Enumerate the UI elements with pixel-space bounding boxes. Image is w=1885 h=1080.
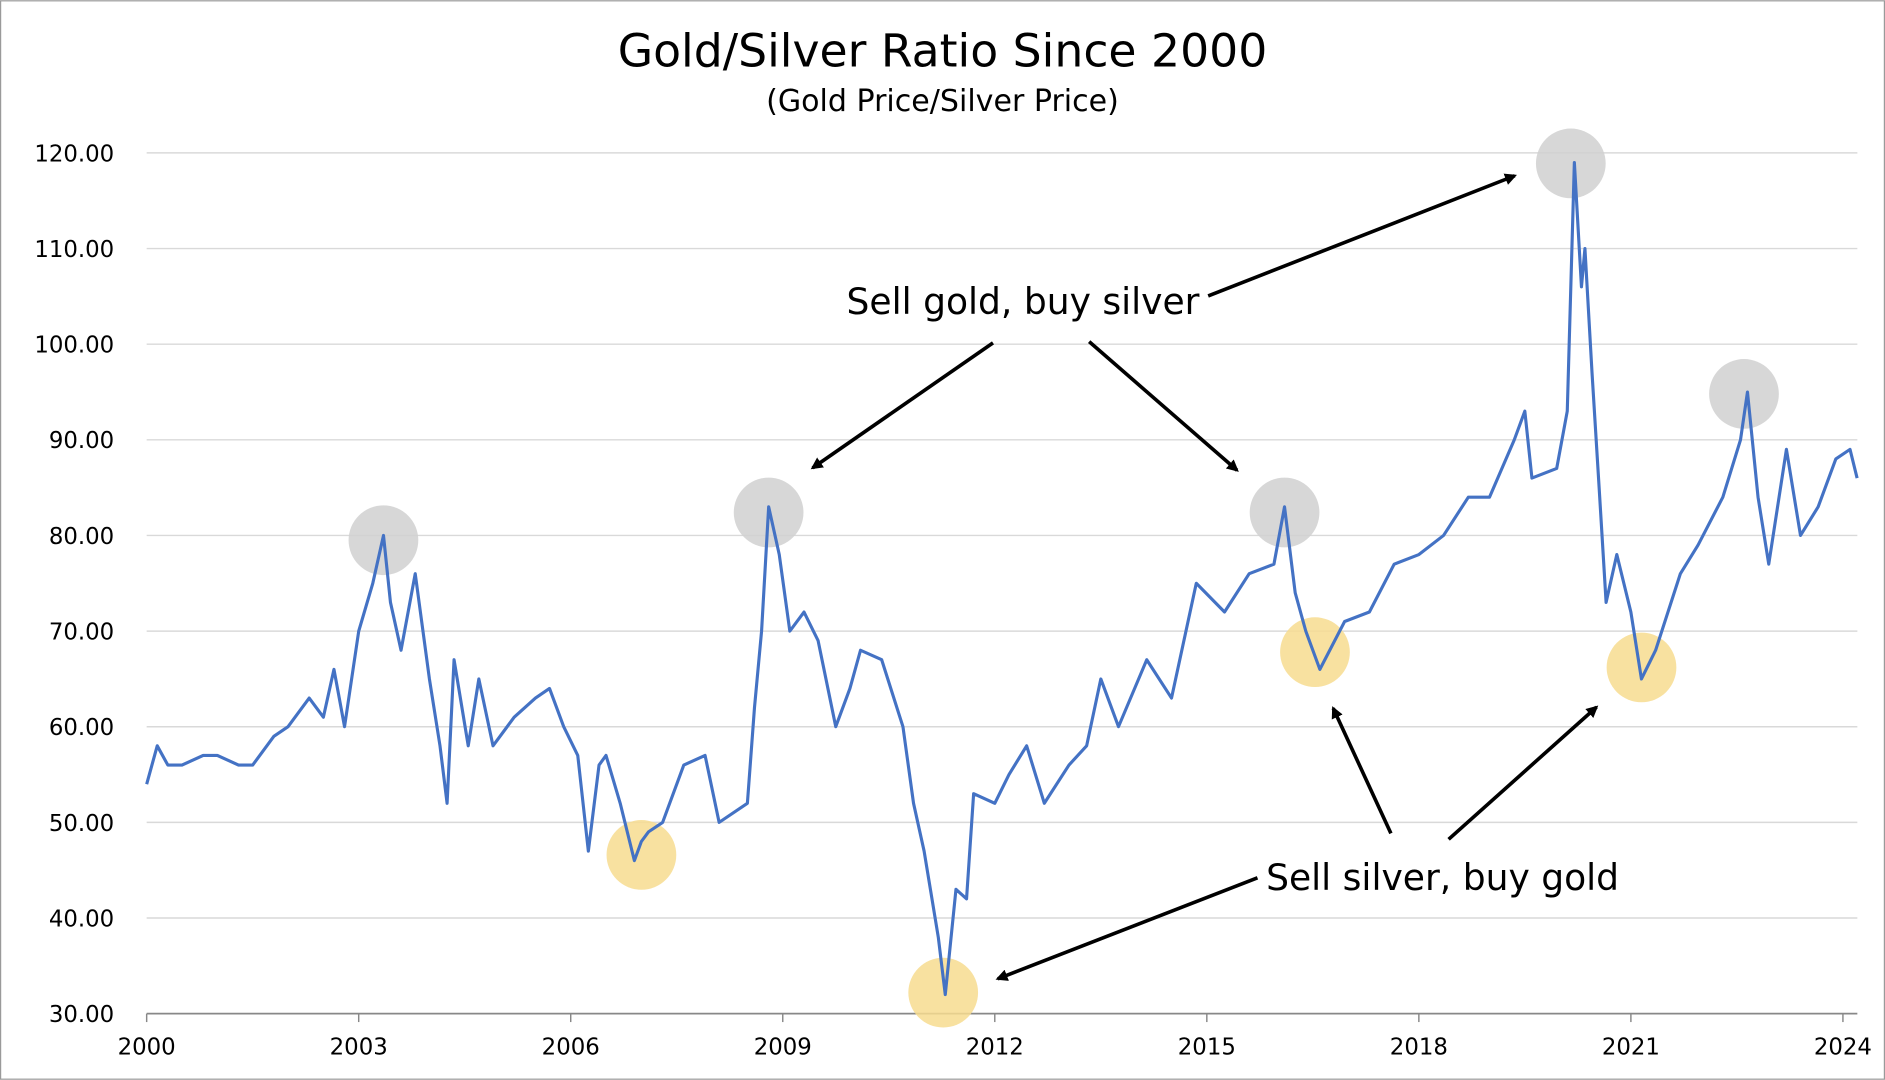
y-tick-label: 100.00 xyxy=(34,333,114,359)
annotation-sell-silver: Sell silver, buy gold xyxy=(995,705,1619,981)
x-tick-label: 2009 xyxy=(754,1035,812,1061)
x-tick-label: 2024 xyxy=(1814,1035,1872,1061)
x-tick-label: 2015 xyxy=(1178,1035,1236,1061)
annotation-sell-gold-text: Sell gold, buy silver xyxy=(847,281,1200,323)
ratio-line xyxy=(145,160,1859,997)
arrow xyxy=(1087,340,1239,472)
trough-highlight-circle xyxy=(908,957,979,1028)
annotation-sell-silver-text: Sell silver, buy gold xyxy=(1266,857,1619,899)
arrow xyxy=(810,341,995,470)
x-tick-label: 2006 xyxy=(542,1035,600,1061)
x-axis: 2000 2003 2006 2009 2012 2015 2018 2021 2024 xyxy=(118,1013,1872,1061)
x-tick-label: 2000 xyxy=(118,1035,176,1061)
chart-subtitle: (Gold Price/Silver Price) xyxy=(766,84,1119,119)
y-tick-label: 80.00 xyxy=(49,524,114,550)
y-axis: 30.00 40.00 50.00 60.00 70.00 80.00 90.00 100.0… xyxy=(34,141,114,1028)
arrow xyxy=(1207,173,1517,298)
y-tick-label: 120.00 xyxy=(34,141,114,167)
gridlines xyxy=(146,152,1858,1015)
y-tick-label: 110.00 xyxy=(34,237,114,263)
y-tick-label: 70.00 xyxy=(49,620,114,646)
trough-highlight-circle xyxy=(606,820,677,890)
y-tick-label: 40.00 xyxy=(49,906,114,932)
x-tick-label: 2018 xyxy=(1390,1035,1448,1061)
x-tick-label: 2021 xyxy=(1602,1035,1660,1061)
arrow xyxy=(995,876,1259,981)
y-tick-label: 60.00 xyxy=(49,715,114,741)
annotation-sell-gold: Sell gold, buy silver xyxy=(810,173,1517,472)
peak-highlight-circle xyxy=(1535,128,1606,199)
y-tick-label: 90.00 xyxy=(49,428,114,454)
y-tick-label: 50.00 xyxy=(49,811,114,837)
chart-title: Gold/Silver Ratio Since 2000 xyxy=(618,24,1268,77)
x-tick-label: 2003 xyxy=(330,1035,388,1061)
peak-highlight-circle xyxy=(1709,359,1779,429)
arrow xyxy=(1331,706,1393,835)
x-tick-label: 2012 xyxy=(966,1035,1024,1061)
arrow xyxy=(1447,705,1599,841)
trough-highlight-circle xyxy=(1606,632,1677,703)
y-tick-label: 30.00 xyxy=(49,1002,114,1028)
